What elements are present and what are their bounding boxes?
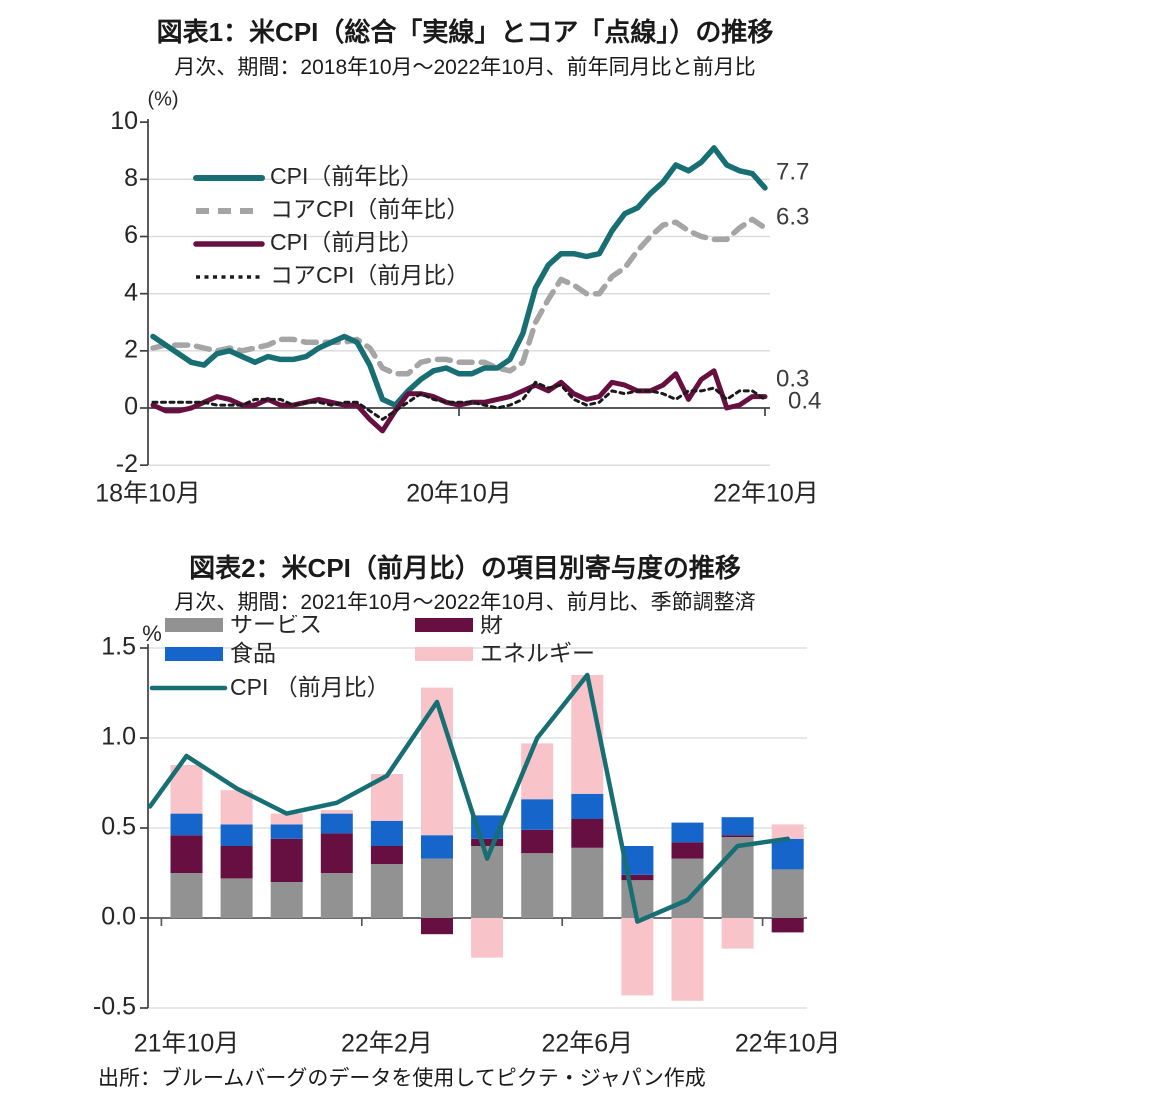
bar-segment-3-month-2 [270,813,303,825]
y-tick-label: -2 [116,450,138,478]
y-tick-label: 4 [124,278,138,306]
x-tick-label: 22年10月 [713,480,819,508]
series-end-value-label: 6.3 [776,203,809,230]
figure2-contribution-bar-chart: 1.5 1.0 0.5 0.0 -0.5 21年10月 22年2月 22年6月 22年10月% サ… [93,615,841,1058]
bar-segment-1-month-3 [320,833,353,873]
bar-segment-2-month-8 [571,793,604,819]
bar-segment-0-month-8 [571,847,604,918]
figure1-subtitle: 月次、期間：2018年10月～2022年10月、前年同月比と前月比 [174,56,756,79]
bar-segment-3-month-6 [471,918,504,958]
series-end-value-label: 0.4 [788,387,821,414]
bar-segment-0-month-1 [220,878,253,918]
x-tick-label: 22年6月 [541,1030,633,1058]
series-line-3 [151,380,767,421]
legend-label: エネルギー [480,640,595,666]
series-line-1 [150,216,768,377]
bar-segment-0-month-3 [320,873,353,918]
source-note: 出所：ブルームバーグのデータを使用してピクテ・ジャパン作成 [98,1067,706,1090]
y-axis-unit-label: (%) [147,88,178,110]
y-tick-label: 8 [124,164,138,192]
legend-label: 財 [480,615,503,637]
bar-segment-0-month-5 [421,858,453,918]
figure2-title: 図表2：米CPI（前月比）の項目別寄与度の推移 [189,553,741,583]
y-tick-label: 0.0 [101,903,136,931]
y-tick-label: 1.5 [101,633,136,661]
bar-segment-3-month-11 [721,918,754,949]
legend-swatch [165,647,223,661]
legend-label: サービス [230,615,322,637]
bar-segment-1-month-7 [521,829,554,854]
y-tick-label: 6 [124,221,138,249]
legend-swatch [415,647,473,661]
figure2-subtitle: 月次、期間：2021年10月～2022年10月、前月比、季節調整済 [174,591,756,614]
bar-segment-3-month-7 [521,743,554,800]
bar-segment-3-month-3 [320,810,353,814]
legend-label: コアCPI（前月比） [270,262,469,288]
bar-segment-2-month-7 [521,799,554,830]
bar-segment-1-month-11 [721,835,754,837]
bar-segment-1-month-6 [471,838,504,846]
x-tick-label: 18年10月 [95,480,201,508]
x-tick-label: 20年10月 [406,480,512,508]
series-line-0 [150,145,768,408]
bar-segment-2-month-4 [370,820,403,846]
legend-label: CPI （前月比） [230,674,390,700]
legend-swatch [415,618,473,632]
series-end-value-label: 0.3 [776,365,809,392]
bar-segment-0-month-7 [521,853,554,918]
bar-segment-3-month-10 [671,918,704,1001]
bar-segment-2-month-2 [270,824,303,839]
bar-segment-2-month-5 [421,835,453,859]
bar-segment-0-month-11 [721,837,754,918]
bar-segment-2-month-3 [320,813,353,834]
y-tick-label: 0.5 [101,813,136,841]
legend-label: CPI（前月比） [270,229,423,255]
y-tick-label: 10 [110,107,138,135]
bar-segment-2-month-12 [771,838,804,870]
x-tick-label: 22年10月 [735,1030,841,1058]
y-tick-label: 1.0 [101,723,136,751]
bar-segment-0-month-2 [270,882,303,918]
legend-label: コアCPI（前年比） [270,196,469,222]
bar-segment-1-month-8 [571,819,604,848]
y-tick-label: 2 [124,335,138,363]
legend-label: 食品 [230,640,276,666]
bar-segment-2-month-11 [721,817,754,836]
legend-label: CPI（前年比） [270,163,423,189]
x-tick-label: 21年10月 [134,1030,240,1058]
bar-segment-0-month-12 [771,869,804,918]
bar-segment-1-month-5 [421,918,453,935]
bar-segment-1-month-10 [671,842,704,859]
x-tick-label: 22年2月 [341,1030,433,1058]
y-axis-unit-label: % [142,621,162,646]
y-tick-label: 0 [124,393,138,421]
cpi-mom-line [147,672,790,924]
bar-segment-3-month-9 [621,918,654,996]
series-end-value-label: 7.7 [776,158,809,185]
bar-segment-1-month-1 [220,846,253,879]
series-line-2 [150,368,768,434]
bar-segment-0-month-0 [170,873,203,918]
bar-segment-0-month-4 [370,864,403,918]
bar-segment-2-month-1 [220,824,253,846]
bar-segment-1-month-2 [270,838,303,882]
figure1-title: 図表1：米CPI（総合「実線」とコア「点線」）の推移 [156,17,774,47]
bar-segment-2-month-10 [671,822,704,843]
bar-segment-3-month-5 [421,687,453,836]
bar-segment-3-month-12 [771,824,804,839]
legend-swatch [165,618,223,632]
bar-segment-1-month-4 [370,846,403,864]
bar-segment-1-month-0 [170,835,203,873]
bar-segment-2-month-0 [170,813,203,836]
y-tick-label: -0.5 [93,993,136,1021]
bar-segment-1-month-9 [621,874,654,881]
bar-segment-1-month-12 [771,918,804,933]
